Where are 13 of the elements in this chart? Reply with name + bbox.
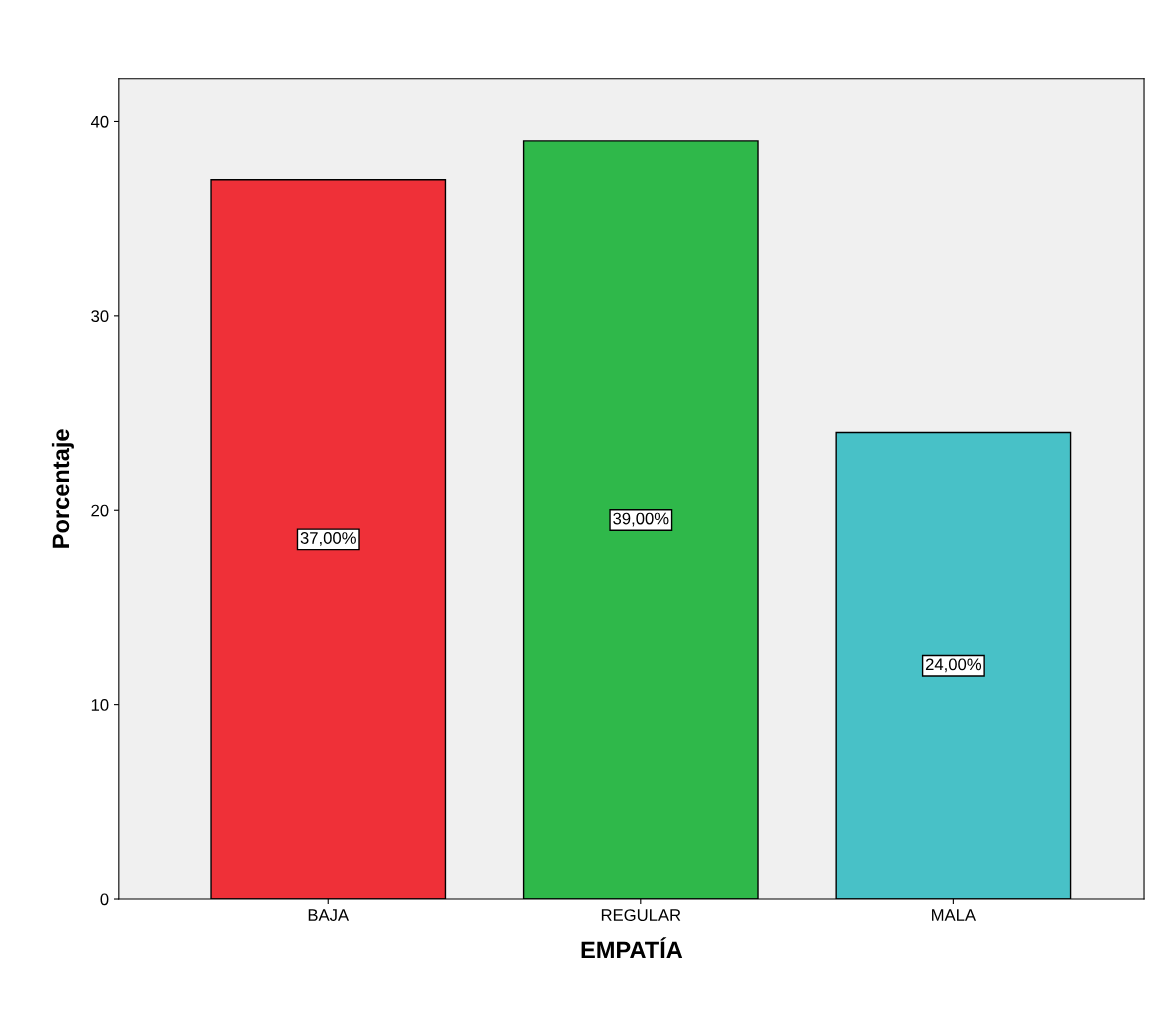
x-axis-title: EMPATÍA [581, 937, 683, 959]
x-tick-label: MALA [932, 909, 977, 921]
y-tick-label: 30 [91, 310, 109, 323]
x-tick-label: REGULAR [601, 909, 681, 921]
data-label: 37,00% [300, 532, 356, 546]
data-label: 24,00% [925, 658, 982, 673]
y-tick-label: 0 [100, 893, 109, 906]
x-tick-label: BAJA [308, 909, 350, 921]
data-label: 39,00% [613, 512, 669, 527]
y-tick-label: 40 [90, 115, 109, 128]
y-tick-label: 20 [91, 504, 109, 517]
y-axis-title: Porcentaje [51, 429, 74, 548]
y-tick-label: 10 [91, 699, 109, 711]
